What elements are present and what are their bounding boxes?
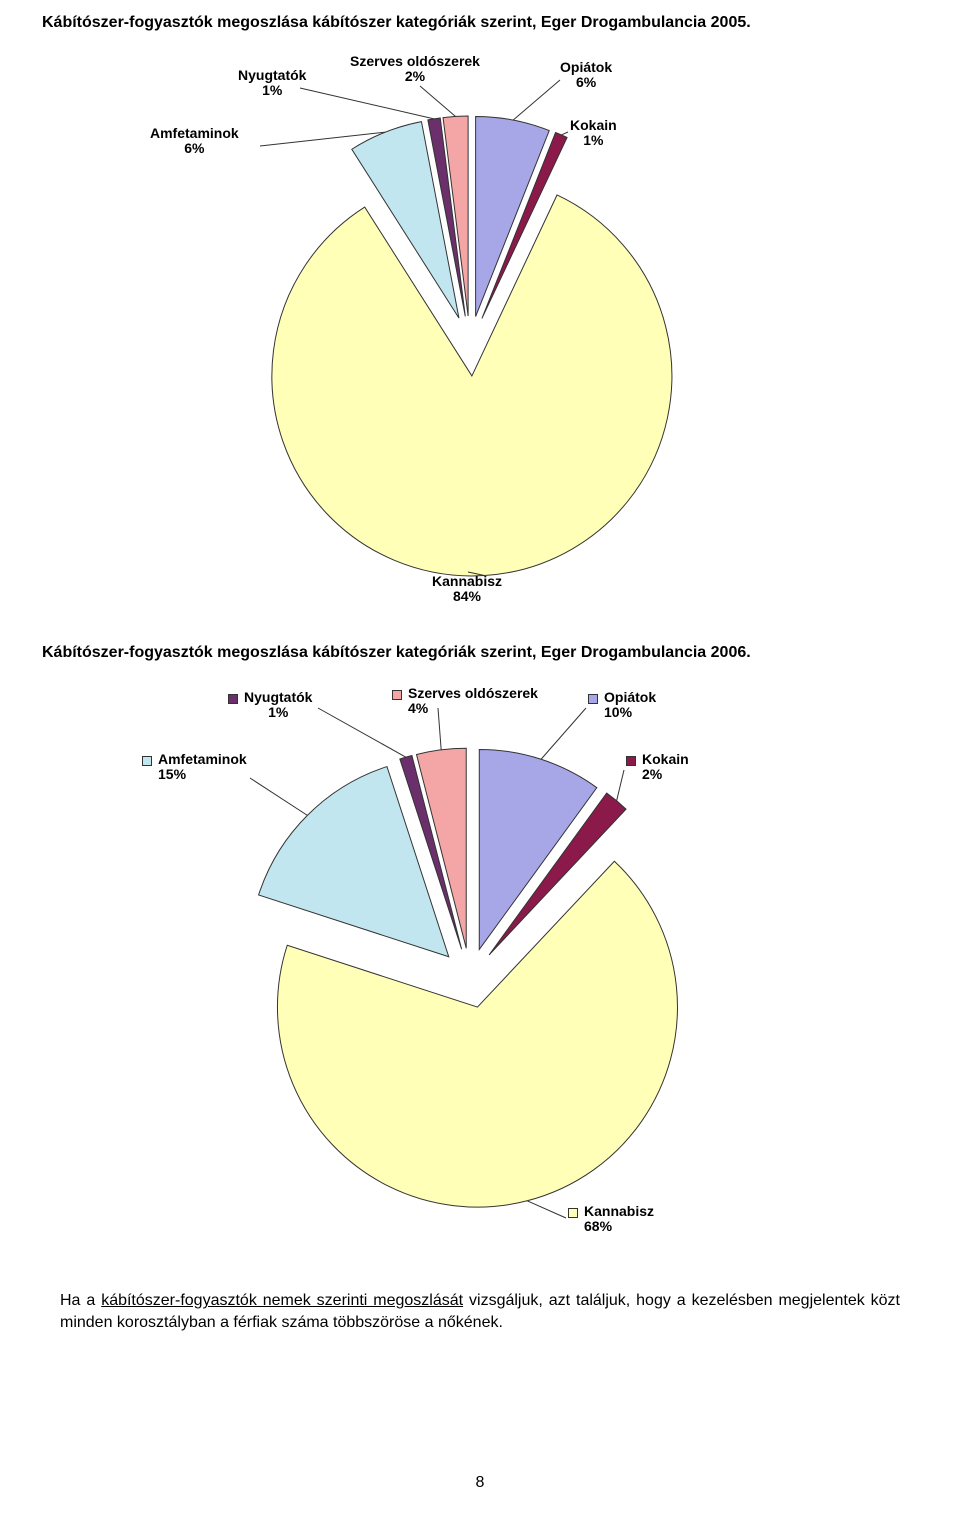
body-underlined: kábítószer-fogyasztók nemek szerinti meg… [101, 1292, 463, 1309]
chart2-legend-kannabisz [568, 1208, 578, 1218]
chart2-legend-nyugtatok [228, 694, 238, 704]
chart2-label-szerves: Szerves oldószerek 4% [408, 686, 538, 717]
chart1-area: Szerves oldószerek 2% Opiátok 6% Kokain … [0, 46, 960, 606]
leader-kokain [561, 132, 568, 135]
chart2-label-kannabisz: Kannabisz 68% [584, 1204, 654, 1235]
leader-opiatok [541, 708, 586, 759]
body-prefix: Ha a [60, 1292, 101, 1309]
chart1-label-szerves: Szerves oldószerek 2% [350, 54, 480, 85]
leader-kannabisz [527, 1201, 566, 1218]
chart1-label-nyugtatok: Nyugtatók 1% [238, 68, 306, 99]
chart2-label-opiatok: Opiátok 10% [604, 690, 656, 721]
body-paragraph: Ha a kábítószer-fogyasztók nemek szerint… [60, 1290, 900, 1333]
leader-nyugtatok [300, 88, 434, 119]
leader-opiatok [513, 80, 560, 120]
chart2-label-kokain: Kokain 2% [642, 752, 689, 783]
chart1-label-opiatok: Opiátok 6% [560, 60, 612, 91]
chart2-legend-kokain [626, 756, 636, 766]
chart1-title: Kábítószer-fogyasztók megoszlása kábítós… [42, 14, 942, 32]
chart2-legend-szerves [392, 690, 402, 700]
leader-nyugtatok [318, 708, 406, 757]
chart2-label-nyugtatok: Nyugtatók 1% [244, 690, 312, 721]
page-number: 8 [0, 1474, 960, 1492]
slice-kannabisz [272, 195, 672, 576]
leader-amfetaminok [250, 778, 307, 815]
chart2-area: Nyugtatók 1% Szerves oldószerek 4% Opiát… [0, 678, 960, 1248]
chart1-label-kokain: Kokain 1% [570, 118, 617, 149]
chart1-label-kannabisz: Kannabisz 84% [432, 574, 502, 605]
chart2-legend-amfetaminok [142, 756, 152, 766]
leader-szerves [420, 86, 456, 116]
page: Kábítószer-fogyasztók megoszlása kábítós… [0, 0, 960, 1522]
chart2-legend-opiatok [588, 694, 598, 704]
leader-kokain [617, 770, 624, 801]
chart1-pie [0, 46, 960, 606]
chart2-title: Kábítószer-fogyasztók megoszlása kábítós… [42, 644, 942, 662]
chart1-label-amfetaminok: Amfetaminok 6% [150, 126, 239, 157]
chart2-label-amfetaminok: Amfetaminok 15% [158, 752, 247, 783]
